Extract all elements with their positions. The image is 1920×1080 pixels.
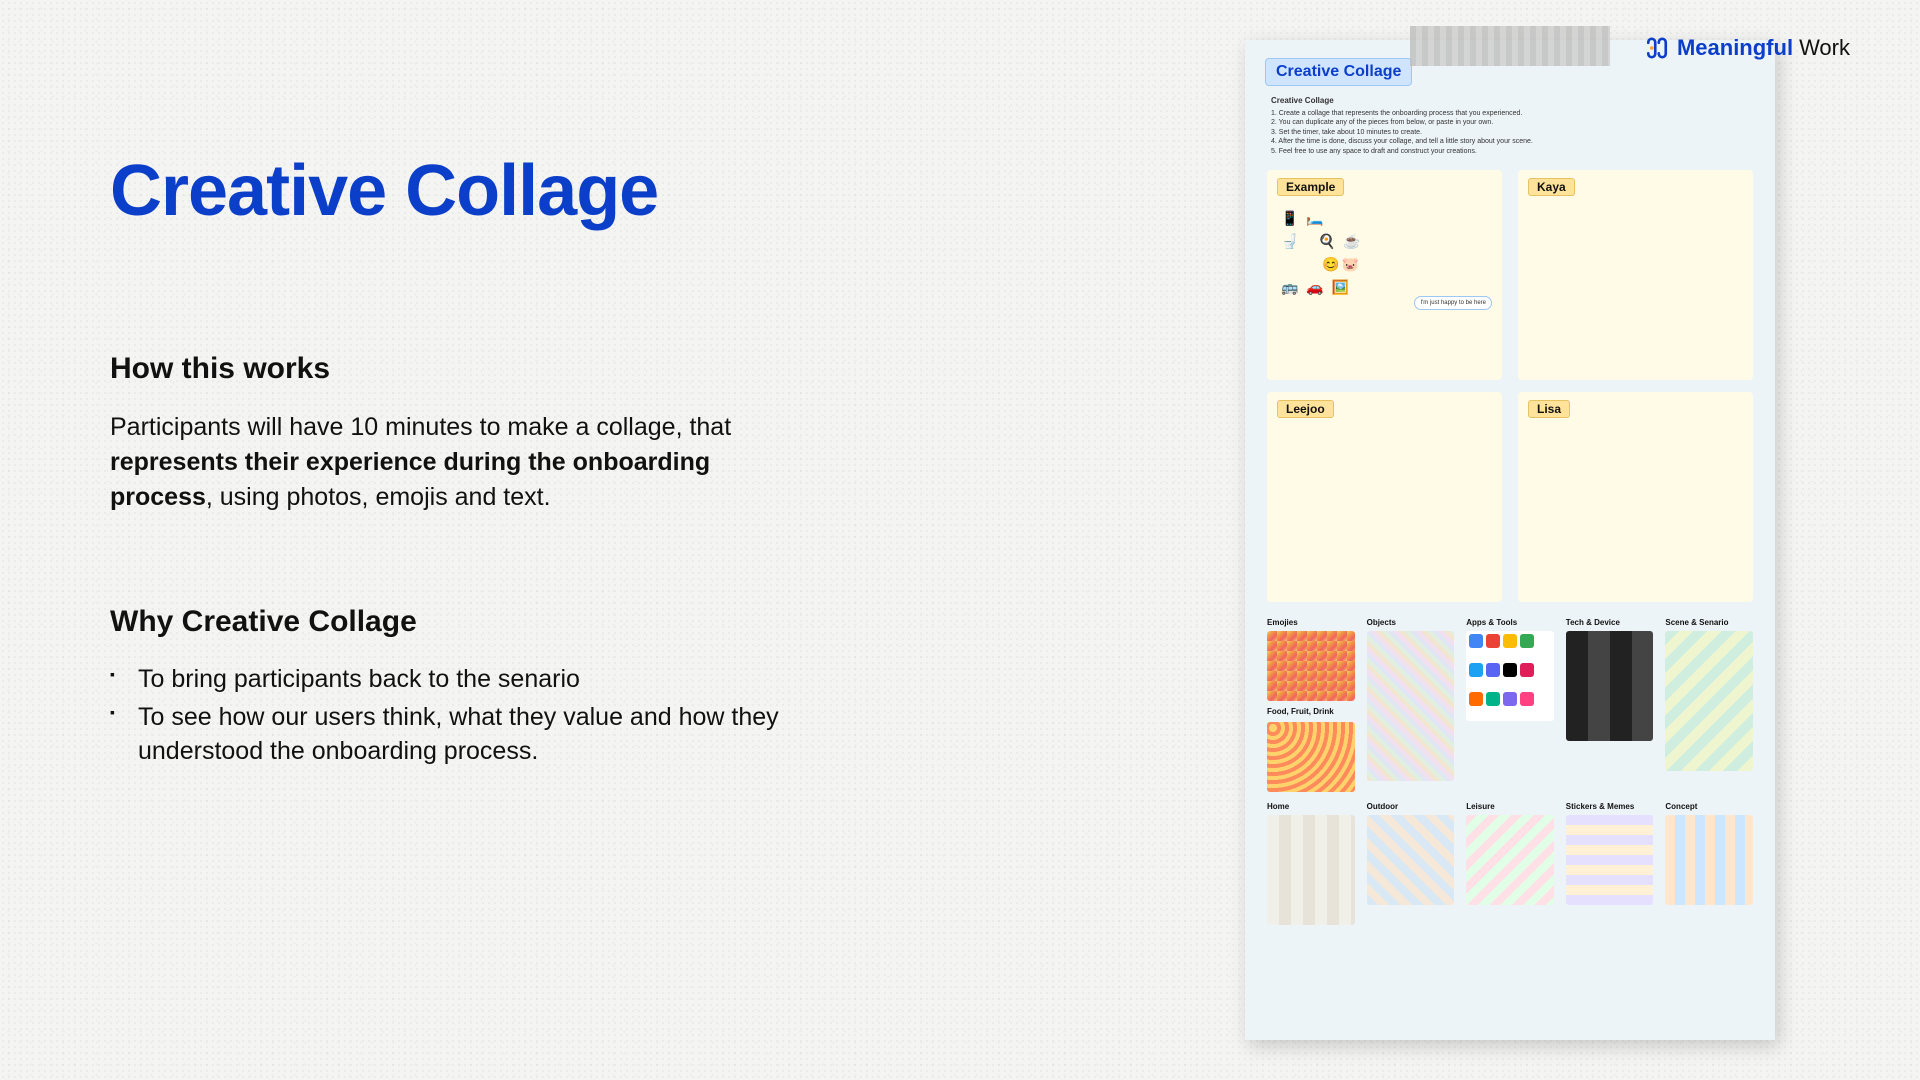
palette-group-outdoor: Outdoor (1367, 802, 1455, 925)
instr-line: 1. Create a collage that represents the … (1271, 109, 1753, 118)
palette-block (1466, 815, 1554, 905)
collage-panel: Creative Collage Creative Collage 1. Cre… (1245, 40, 1775, 1040)
palette-block-logos (1466, 631, 1554, 721)
logo-dot (1503, 663, 1517, 677)
logo-dot (1469, 663, 1483, 677)
palette-title: Scene & Senario (1665, 618, 1753, 627)
palette-group-emojies: Emojies Food, Fruit, Drink (1267, 618, 1355, 792)
palette-title: Objects (1367, 618, 1455, 627)
palette-block (1665, 631, 1753, 771)
palette-block (1665, 815, 1753, 905)
brand-logo-text-bold: Meaningful (1677, 35, 1793, 61)
palette-title: Food, Fruit, Drink (1267, 707, 1355, 716)
palette-title: Outdoor (1367, 802, 1455, 811)
logo-dot (1503, 692, 1517, 706)
palette-block (1267, 722, 1355, 792)
palette-title: Tech & Device (1566, 618, 1654, 627)
palette-block (1267, 631, 1355, 701)
brand-logo-icon (1643, 34, 1671, 62)
instr-line: 4. After the time is done, discuss your … (1271, 137, 1753, 146)
palette-title: Leisure (1466, 802, 1554, 811)
why-heading: Why Creative Collage (110, 605, 810, 639)
palette-group-tech: Tech & Device (1566, 618, 1654, 792)
logo-dot (1520, 634, 1534, 648)
why-bullets: To bring participants back to the senari… (110, 663, 810, 768)
palette-block (1566, 815, 1654, 905)
brand-logo-text-thin: Work (1799, 35, 1850, 61)
how-heading: How this works (110, 352, 810, 386)
logo-dot (1520, 692, 1534, 706)
card-label: Example (1277, 178, 1344, 196)
brand-logo: MeaningfulWork (1643, 34, 1850, 62)
logo-dot (1469, 634, 1483, 648)
instr-line: 5. Feel free to use any space to draft a… (1271, 147, 1753, 156)
palette-grid: Emojies Food, Fruit, Drink Objects Apps … (1245, 608, 1775, 945)
page-title: Creative Collage (110, 150, 810, 232)
card-label: Leejoo (1277, 400, 1334, 418)
speech-bubble: I'm just happy to be here (1414, 296, 1492, 310)
why-bullet: To see how our users think, what they va… (138, 701, 810, 769)
how-para-post: , using photos, emojis and text. (206, 483, 551, 511)
why-bullet: To bring participants back to the senari… (138, 663, 810, 697)
card-label: Lisa (1528, 400, 1570, 418)
panel-chip: Creative Collage (1265, 58, 1412, 86)
logo-dot (1486, 692, 1500, 706)
palette-group-leisure: Leisure (1466, 802, 1554, 925)
logo-dot (1520, 663, 1534, 677)
logo-dot (1486, 663, 1500, 677)
how-paragraph: Participants will have 10 minutes to mak… (110, 410, 810, 515)
collage-card-kaya: Kaya (1518, 170, 1753, 380)
panel-instructions: Creative Collage 1. Create a collage tha… (1271, 96, 1753, 156)
collage-card-lisa: Lisa (1518, 392, 1753, 602)
palette-group-stickers: Stickers & Memes (1566, 802, 1654, 925)
logo-dot (1486, 634, 1500, 648)
palette-title: Emojies (1267, 618, 1355, 627)
logo-dot (1469, 692, 1483, 706)
palette-title: Home (1267, 802, 1355, 811)
example-emoji-flow: 📱 🛏️ 🚽 🍳 ☕ 😊🐷 🚌 🚗 🖼️ (1281, 210, 1363, 302)
palette-block (1566, 631, 1654, 741)
palette-block (1367, 815, 1455, 905)
palette-group-concept: Concept (1665, 802, 1753, 925)
logo-dot (1503, 634, 1517, 648)
palette-group-objects: Objects (1367, 618, 1455, 792)
palette-title: Concept (1665, 802, 1753, 811)
palette-block (1267, 815, 1355, 925)
palette-title: Stickers & Memes (1566, 802, 1654, 811)
instr-line: 3. Set the timer, take about 10 minutes … (1271, 128, 1753, 137)
palette-block (1367, 631, 1455, 781)
palette-group-scene: Scene & Senario (1665, 618, 1753, 792)
palette-group-home: Home (1267, 802, 1355, 925)
how-para-pre: Participants will have 10 minutes to mak… (110, 413, 731, 441)
collage-card-leejoo: Leejoo (1267, 392, 1502, 602)
palette-title: Apps & Tools (1466, 618, 1554, 627)
collage-card-example: Example 📱 🛏️ 🚽 🍳 ☕ 😊🐷 🚌 🚗 🖼️ I'm just ha… (1267, 170, 1502, 380)
instr-line: 2. You can duplicate any of the pieces f… (1271, 118, 1753, 127)
tape-decoration (1410, 26, 1610, 66)
card-label: Kaya (1528, 178, 1575, 196)
panel-instructions-title: Creative Collage (1271, 96, 1753, 107)
palette-group-apps: Apps & Tools (1466, 618, 1554, 792)
